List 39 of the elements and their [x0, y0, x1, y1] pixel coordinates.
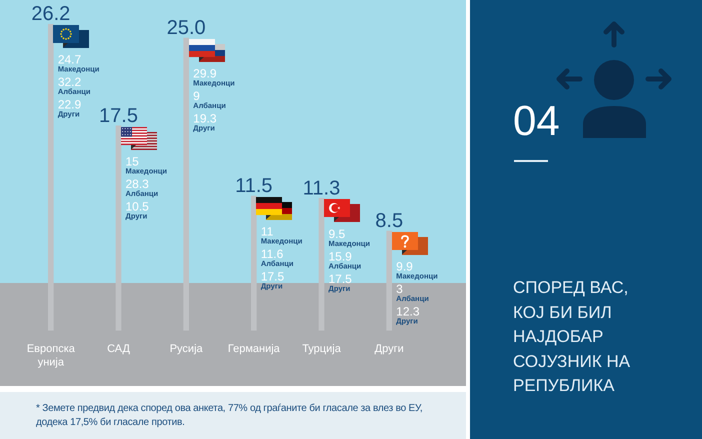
- annotation: 9: [193, 89, 200, 104]
- x-tick-label: Русија: [170, 343, 204, 356]
- bar: [251, 196, 257, 331]
- annotation: 10.5: [126, 199, 150, 214]
- annotation: 28.3: [126, 176, 150, 191]
- annotation: 15.9: [328, 249, 352, 264]
- annotation: 11: [260, 224, 274, 239]
- x-tick-label: САД: [107, 343, 130, 356]
- data-label: 11.3: [302, 177, 340, 200]
- annotation: 12.3: [396, 304, 420, 319]
- annotation: 22.9: [58, 98, 82, 112]
- annotation: 24.7: [58, 52, 82, 66]
- data-label: 26.2: [31, 3, 70, 25]
- annotation: 32.2: [58, 75, 82, 89]
- x-tick-label: Европска унија: [26, 343, 76, 368]
- bar: [183, 38, 189, 331]
- text: * Земете предвид дека според ова анкета, 77% од граѓаните би гласале за влез во ЕУ, додека 17,5% би гласале против.: [36, 402, 424, 430]
- annotation: 17.5: [260, 270, 285, 284]
- annotation: 11.6: [260, 247, 284, 262]
- annotation: 15: [126, 154, 140, 168]
- data-label: 17.5: [99, 104, 138, 127]
- data-label: 25.0: [166, 17, 206, 40]
- annotation: 29.9: [193, 66, 217, 81]
- x-tick-label: Турција: [302, 343, 342, 356]
- annotation: 19.3: [193, 112, 217, 126]
- data-label: 8.5: [375, 210, 404, 232]
- x-tick-label: Германија: [228, 343, 281, 356]
- annotation: 17.5: [328, 272, 352, 286]
- bar: [386, 230, 392, 331]
- bar: [116, 125, 122, 331]
- annotation: 9.9: [396, 260, 414, 274]
- data-label: 11.5: [235, 175, 273, 198]
- text: СПОРЕД ВАС, КОЈ БИ БИЛ НАЈДОБАР СОЈУЗНИК НА РЕПУБЛИКА: [513, 277, 632, 397]
- annotation: 3: [396, 282, 404, 296]
- bar: [48, 24, 54, 331]
- text: 04: [513, 97, 560, 144]
- annotation: 9.5: [328, 226, 346, 241]
- bar: [318, 198, 324, 331]
- x-tick-label: Други: [374, 343, 404, 356]
